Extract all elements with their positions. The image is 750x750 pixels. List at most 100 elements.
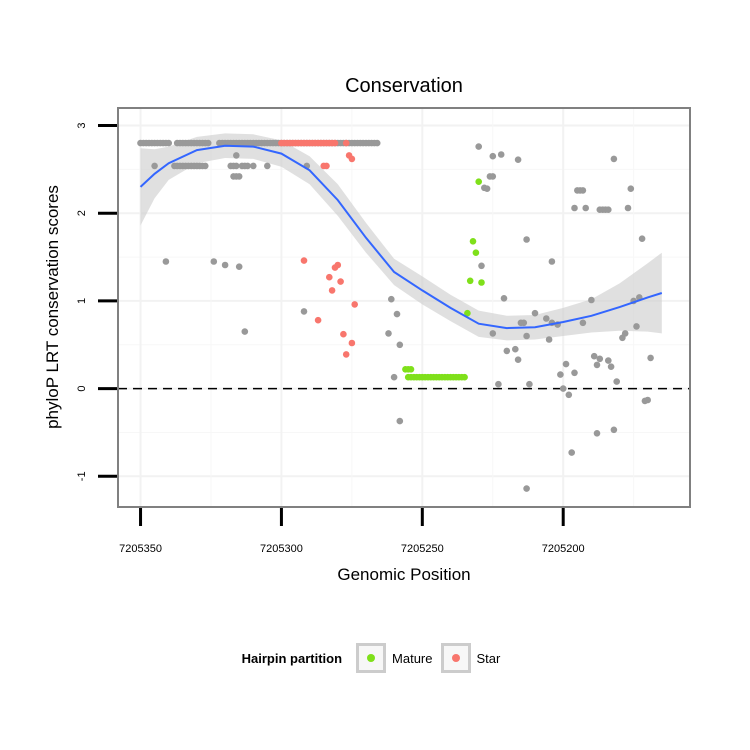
data-point-other [543, 315, 550, 322]
data-point-other [613, 378, 620, 385]
x-tick-label: 7205300 [260, 543, 303, 555]
x-tick-label: 7205200 [542, 543, 585, 555]
data-point-other [497, 151, 505, 158]
data-point-other [483, 185, 491, 192]
data-point-other [565, 391, 573, 399]
y-tick-label: 1 [76, 298, 88, 304]
data-point-other [571, 369, 578, 377]
data-point-other [165, 139, 172, 147]
data-point-other [235, 263, 243, 271]
data-point-other [548, 258, 556, 265]
chart-title: Conservation [345, 75, 463, 97]
data-point-other [568, 449, 575, 456]
data-point-other [489, 152, 497, 160]
data-point-other [221, 261, 229, 269]
data-point-other [475, 143, 483, 150]
data-point-other [202, 162, 209, 170]
data-point-other [396, 341, 404, 349]
data-point-other [593, 430, 601, 437]
data-point-other [610, 426, 618, 434]
data-point-other [627, 185, 635, 192]
points-layer [137, 139, 654, 492]
data-point-other [396, 417, 404, 425]
data-point-other [579, 319, 587, 327]
data-point-other [633, 323, 640, 330]
data-point-other [559, 385, 567, 392]
data-point-other [610, 155, 618, 163]
data-point-star [323, 162, 330, 170]
data-point-other [233, 152, 240, 159]
data-point-other [571, 204, 578, 212]
data-point-star [342, 139, 350, 147]
data-point-other [514, 356, 522, 364]
data-point-mature [469, 238, 477, 245]
data-point-mature [461, 373, 468, 381]
data-point-other [621, 330, 629, 337]
data-point-other [489, 330, 497, 337]
data-point-other [579, 187, 587, 194]
legend: Hairpin partition Mature Star [0, 640, 750, 676]
data-point-other [489, 173, 497, 180]
data-point-star [326, 273, 333, 281]
data-point-star [342, 351, 350, 358]
data-point-other [233, 162, 240, 170]
legend-dot-mature [367, 654, 376, 662]
data-point-other [607, 363, 615, 371]
data-point-other [478, 262, 485, 270]
x-tick-label: 7205350 [119, 543, 162, 555]
data-point-other [644, 396, 651, 404]
data-point-other [588, 296, 595, 304]
y-axis-title: phyloP LRT conservation scores [43, 185, 62, 429]
data-point-star [337, 278, 344, 285]
y-tick-label: 3 [76, 122, 88, 128]
data-point-star [340, 330, 347, 338]
data-point-other [593, 361, 601, 369]
data-point-other [582, 204, 589, 212]
legend-label-mature: Mature [392, 650, 433, 666]
data-point-star [300, 257, 308, 264]
data-point-other [495, 380, 502, 388]
data-point-other [388, 295, 395, 303]
data-point-other [390, 373, 398, 381]
plot-border [117, 107, 691, 508]
data-point-mature [466, 277, 474, 285]
data-point-mature [475, 178, 483, 185]
data-point-other [151, 162, 158, 170]
data-point-other [520, 319, 528, 327]
legend-label-star: Star [476, 650, 501, 666]
data-point-other [590, 352, 598, 360]
series-mature [402, 178, 485, 381]
data-point-other [244, 162, 251, 170]
data-point-other [647, 354, 654, 362]
data-point-other [605, 357, 612, 364]
legend-key-mature [356, 643, 387, 673]
legend-key-star [440, 643, 471, 673]
data-point-other [526, 380, 533, 388]
data-point-other [638, 235, 646, 242]
data-point-other [264, 162, 271, 170]
data-point-other [204, 139, 212, 147]
data-point-other [210, 258, 218, 265]
data-point-other [624, 204, 632, 212]
data-point-other [557, 371, 564, 378]
y-tick-label: 2 [76, 210, 88, 216]
data-point-other [500, 295, 508, 302]
legend-title: Hairpin partition [241, 650, 343, 666]
data-point-mature [478, 279, 485, 286]
data-point-other [562, 360, 570, 368]
smooth-line-layer [139, 144, 663, 330]
data-point-other [373, 139, 381, 147]
data-point-star [348, 155, 356, 163]
y-tick-label: 0 [76, 386, 88, 392]
data-point-other [241, 328, 249, 335]
data-point-other [503, 347, 511, 355]
smooth-line [139, 144, 663, 330]
data-point-star [314, 316, 322, 324]
data-point-mature [472, 249, 480, 256]
data-point-other [605, 206, 612, 213]
axis-layer: -1 0 1 2 3 7205350 7205300 7205250 7205200 [76, 122, 585, 555]
x-tick-label: 7205250 [401, 543, 444, 555]
series-star [278, 139, 359, 358]
data-point-star [351, 301, 359, 308]
